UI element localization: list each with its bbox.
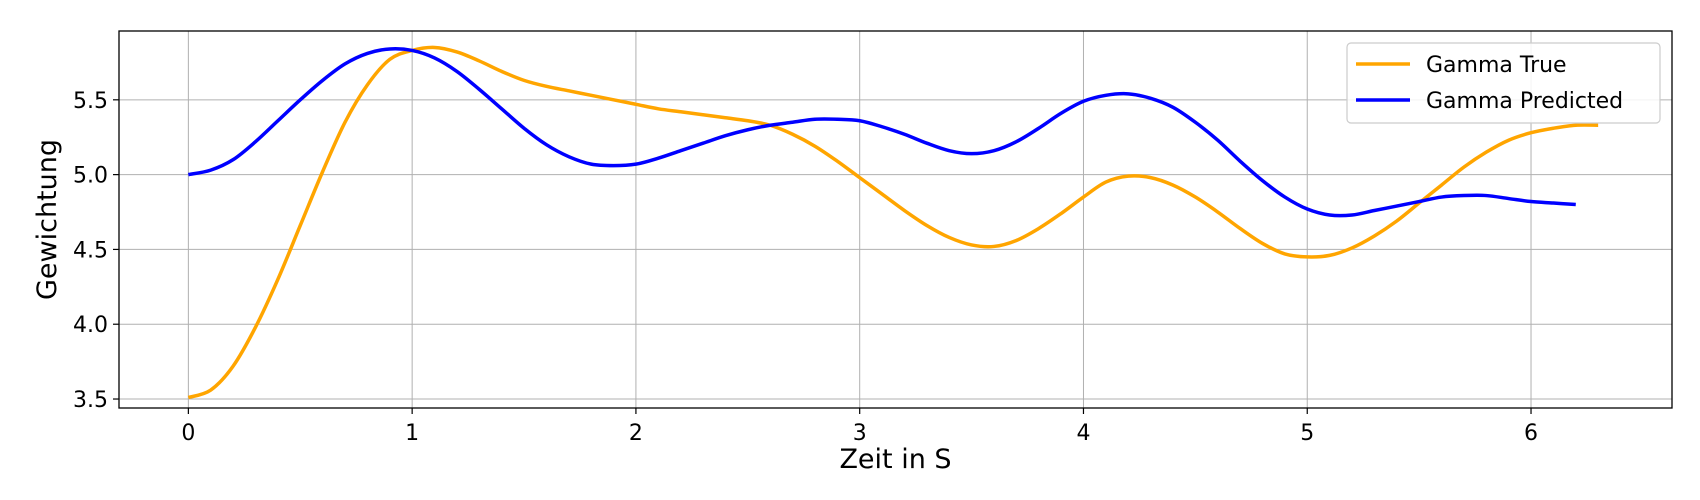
- plot-frame: [118, 30, 1673, 409]
- legend-box: [1346, 42, 1661, 124]
- x-tick-label: 4: [1076, 421, 1090, 446]
- x-axis-title: Zeit in S: [839, 444, 951, 475]
- y-tick-label: 4.0: [73, 313, 108, 338]
- series-line-gamma-true: [187, 45, 1599, 400]
- series-lines: [187, 45, 1599, 400]
- y-axis: 3.5 4.0 4.5 5.0 5.5: [73, 89, 119, 413]
- x-tick-label: 5: [1300, 421, 1314, 446]
- series-line-gamma-predicted: [188, 47, 1576, 218]
- x-tick-label: 2: [629, 421, 643, 446]
- x-tick-label: 1: [405, 421, 419, 446]
- y-tick-label: 4.5: [73, 238, 108, 263]
- y-tick-label: 5.0: [73, 164, 108, 189]
- legend-label-gamma-true: Gamma True: [1426, 53, 1567, 78]
- y-tick-label: 5.5: [73, 89, 108, 114]
- x-axis: 0 1 2 3 4 5 6: [181, 408, 1538, 446]
- legend: Gamma True Gamma Predicted: [1346, 42, 1661, 124]
- y-axis-title: Gewichtung: [32, 139, 63, 300]
- x-tick-label: 0: [181, 421, 195, 446]
- legend-label-gamma-predicted: Gamma Predicted: [1426, 89, 1623, 114]
- y-tick-label: 3.5: [73, 388, 108, 413]
- x-tick-label: 6: [1524, 421, 1538, 446]
- x-tick-label: 3: [853, 421, 867, 446]
